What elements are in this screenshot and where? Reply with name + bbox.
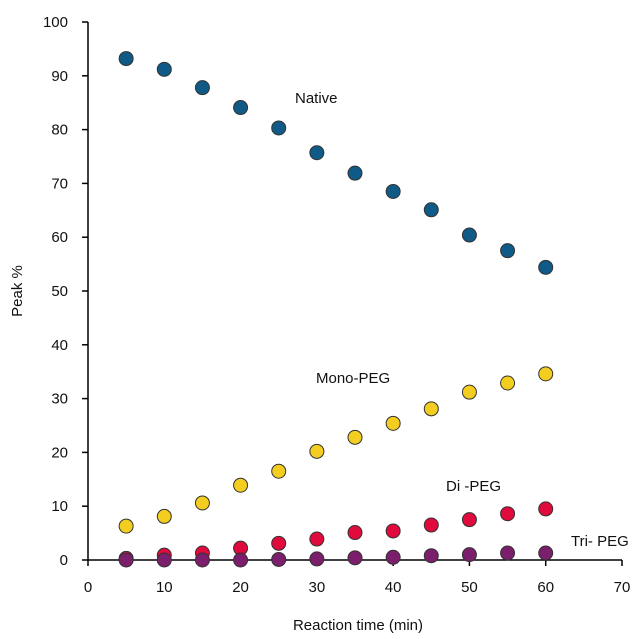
- x-tick-label: 50: [461, 579, 478, 596]
- data-point: [461, 227, 477, 243]
- x-tick-label: 70: [614, 579, 631, 596]
- data-point: [538, 366, 554, 382]
- data-point: [271, 535, 287, 551]
- data-point: [347, 550, 363, 566]
- y-tick-label: 30: [51, 391, 68, 408]
- series-native: [118, 51, 554, 275]
- data-point: [423, 548, 439, 564]
- data-point: [118, 51, 134, 67]
- y-tick-label: 100: [43, 14, 68, 31]
- series-label: Di -PEG: [446, 478, 501, 495]
- data-point: [194, 552, 210, 568]
- data-point: [118, 552, 134, 568]
- data-point: [385, 549, 401, 565]
- data-point: [194, 80, 210, 96]
- x-tick-label: 10: [156, 579, 173, 596]
- data-point: [500, 243, 516, 259]
- data-point: [309, 145, 325, 161]
- ticks: 0 10 20 30 40 50 60 70 80 90 100 0 10 20 30 40 50 60 70: [43, 14, 630, 596]
- data-point: [156, 61, 172, 77]
- data-point: [538, 501, 554, 517]
- y-tick-label: 70: [51, 175, 68, 192]
- data-point: [538, 259, 554, 275]
- data-point: [423, 517, 439, 533]
- data-point: [347, 429, 363, 445]
- y-tick-label: 50: [51, 283, 68, 300]
- data-point: [194, 495, 210, 511]
- data-point: [156, 508, 172, 524]
- y-tick-label: 90: [51, 68, 68, 85]
- data-point: [347, 165, 363, 181]
- data-point: [309, 531, 325, 547]
- data-point: [271, 551, 287, 567]
- data-point: [385, 183, 401, 199]
- x-tick-label: 60: [537, 579, 554, 596]
- series-label: Native: [295, 90, 338, 107]
- y-axis-title: Peak %: [9, 265, 26, 317]
- y-tick-label: 10: [51, 498, 68, 515]
- x-tick-label: 30: [309, 579, 326, 596]
- data-point: [385, 415, 401, 431]
- data-point: [156, 552, 172, 568]
- data-point: [233, 100, 249, 116]
- y-tick-label: 60: [51, 229, 68, 246]
- data-point: [461, 384, 477, 400]
- series-labels: Native Mono-PEG Di -PEG Tri- PEG: [295, 90, 629, 550]
- data-point: [385, 523, 401, 539]
- series-mono-peg: [118, 366, 554, 534]
- data-point: [309, 443, 325, 459]
- data-point: [461, 512, 477, 528]
- data-point: [461, 547, 477, 563]
- series-label: Mono-PEG: [316, 370, 390, 387]
- y-tick-label: 80: [51, 122, 68, 139]
- data-point: [271, 120, 287, 136]
- series-tri-peg: [118, 545, 554, 568]
- series-di-peg: [118, 501, 554, 566]
- data-point: [500, 506, 516, 522]
- data-point: [233, 552, 249, 568]
- data-point: [271, 463, 287, 479]
- data-point: [423, 401, 439, 417]
- x-tick-label: 0: [84, 579, 92, 596]
- data-point: [538, 545, 554, 561]
- data-points: [118, 51, 554, 568]
- x-axis-title: Reaction time (min): [293, 617, 423, 634]
- y-tick-label: 40: [51, 337, 68, 354]
- x-tick-label: 40: [385, 579, 402, 596]
- x-tick-label: 20: [232, 579, 249, 596]
- data-point: [423, 202, 439, 218]
- y-tick-label: 0: [60, 552, 68, 569]
- data-point: [347, 525, 363, 541]
- series-label: Tri- PEG: [571, 533, 629, 550]
- data-point: [233, 477, 249, 493]
- data-point: [309, 551, 325, 567]
- axes: [87, 22, 622, 561]
- y-tick-label: 20: [51, 444, 68, 461]
- data-point: [118, 518, 134, 534]
- data-point: [500, 545, 516, 561]
- data-point: [500, 375, 516, 391]
